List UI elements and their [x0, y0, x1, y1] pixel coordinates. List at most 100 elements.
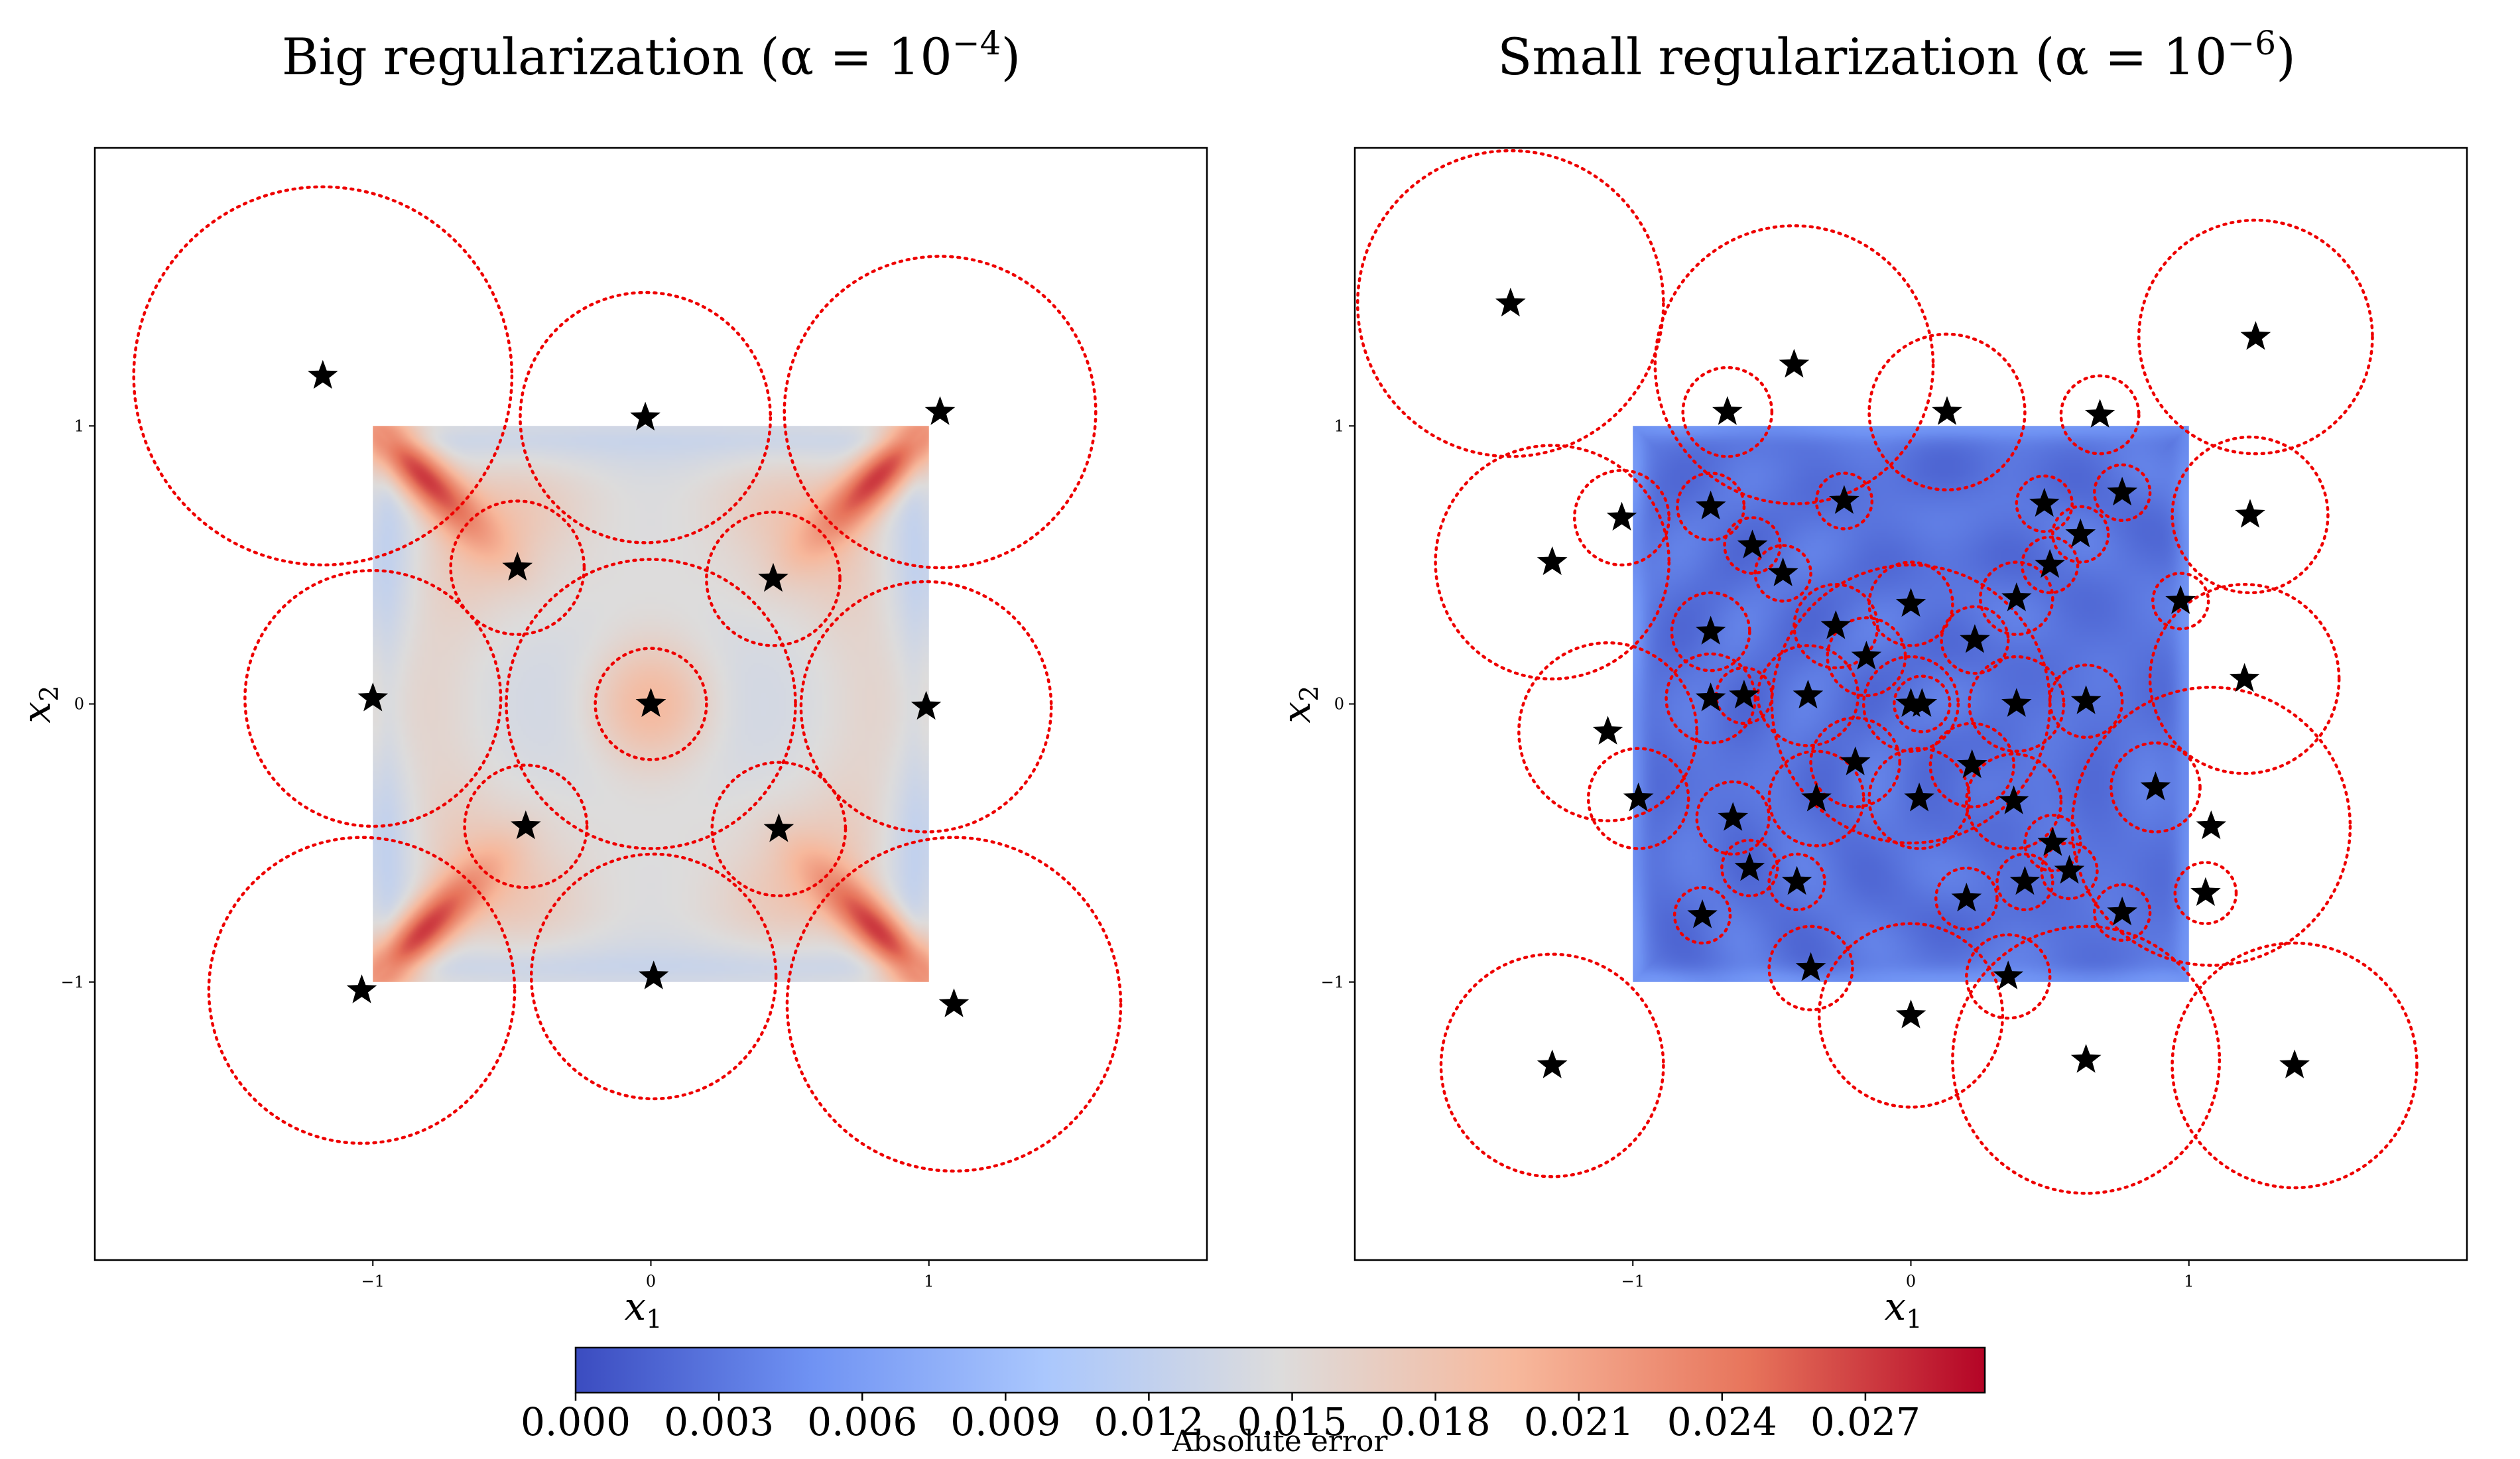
rbf-support-circle: [1434, 444, 1671, 681]
center-star-marker: [1687, 899, 1718, 928]
y-tick-label: 0: [74, 695, 84, 714]
y-tick-label: 0: [1334, 695, 1344, 714]
rbf-support-circle: [207, 836, 517, 1145]
rbf-support-circle: [243, 569, 503, 828]
center-star-marker: [1998, 785, 2029, 814]
center-star-marker: [1623, 783, 1654, 812]
colorbar: 0.000 0.003 0.006 0.009 0.012 0.015 0.018 0.021…: [521, 1346, 1986, 1458]
right-center-markers: [1495, 287, 2310, 1078]
right-ylabel: x2: [1274, 686, 1324, 724]
rbf-support-circle: [1756, 644, 1860, 747]
center-star-marker: [1904, 783, 1934, 812]
rbf-support-circle: [1893, 674, 1952, 733]
center-star-marker: [1956, 749, 1987, 779]
colorbar-ticks: 0.000 0.003 0.006 0.009 0.012 0.015 0.018 0.021…: [521, 1393, 1921, 1444]
rbf-support-circle: [2051, 505, 2110, 564]
colorbar-tick-label: 0.009: [950, 1399, 1060, 1444]
rbf-support-circle: [1867, 332, 2027, 491]
rbf-support-circle: [2040, 841, 2099, 901]
x-tick-label: −1: [1621, 1272, 1645, 1291]
center-star-marker: [2054, 855, 2085, 884]
center-star-marker: [2001, 582, 2032, 611]
rbf-support-circle: [1770, 563, 2052, 845]
x-tick-label: 1: [924, 1272, 934, 1291]
right-ticks: −1 0 1 −1 0 1: [1321, 416, 2194, 1291]
rbf-support-circle: [1681, 365, 1774, 458]
rbf-support-circle: [1355, 149, 1665, 458]
center-star-marker: [938, 988, 970, 1017]
center-star-marker: [2190, 877, 2221, 906]
center-star-marker: [2229, 663, 2260, 692]
colorbar-tick-label: 0.015: [1237, 1399, 1347, 1444]
colorbar-gradient: [574, 1346, 1986, 1394]
colorbar-tick-label: 0.027: [1810, 1399, 1921, 1444]
rbf-support-circle: [1572, 469, 1671, 567]
colorbar-tick-label: 0.003: [664, 1399, 774, 1444]
rbf-support-circle: [1867, 747, 1971, 850]
center-star-marker: [1495, 287, 1526, 317]
rbf-support-circle: [2070, 686, 2352, 967]
center-star-marker: [2037, 827, 2068, 856]
colorbar-label: Absolute error: [1172, 1425, 1389, 1458]
center-star-marker: [1537, 546, 1568, 576]
center-star-marker: [1895, 688, 1926, 717]
center-star-marker: [1801, 783, 1832, 812]
rbf-support-circle: [463, 763, 589, 889]
rbf-support-circle: [1951, 924, 2222, 1195]
rbf-support-circle: [1695, 780, 1771, 856]
x-tick-label: 0: [646, 1272, 656, 1291]
rbf-support-circle: [1672, 885, 1732, 945]
center-star-marker: [1820, 610, 1852, 639]
right-rbf-circles: [1355, 149, 2419, 1195]
center-star-marker: [1779, 349, 1810, 378]
center-star-marker: [924, 396, 956, 425]
center-star-marker: [1695, 682, 1726, 712]
rbf-support-circle: [2023, 813, 2082, 873]
rbf-support-circle: [2171, 435, 2330, 595]
left-center-markers: [308, 359, 970, 1017]
center-star-marker: [758, 562, 788, 592]
right-xlabel: x1: [1885, 1284, 1922, 1334]
center-star-marker: [2029, 487, 2060, 517]
center-star-marker: [1537, 1049, 1568, 1078]
center-star-marker: [2065, 518, 2096, 548]
rbf-support-circle: [1665, 652, 1757, 745]
center-star-marker: [1993, 960, 2024, 989]
rbf-support-circle: [2092, 883, 2152, 942]
center-star-marker: [1695, 490, 1726, 520]
rbf-support-circle: [1439, 952, 1665, 1178]
center-star-marker: [1960, 624, 1990, 653]
rbf-support-circle: [783, 255, 1098, 570]
colorbar-tick-label: 0.000: [521, 1399, 631, 1444]
rbf-support-circle: [505, 558, 797, 850]
rbf-support-circle: [1753, 544, 1812, 603]
rbf-support-circle: [594, 647, 708, 761]
rbf-support-circle: [1826, 616, 1907, 698]
rbf-support-circle: [2137, 218, 2374, 456]
rbf-support-circle: [132, 185, 514, 567]
rbf-support-circle: [1653, 224, 1935, 505]
center-star-marker: [2240, 321, 2271, 350]
center-star-marker: [2140, 771, 2171, 800]
rbf-support-circle: [2171, 941, 2419, 1190]
x-tick-label: 0: [1906, 1272, 1916, 1291]
center-star-marker: [1851, 641, 1882, 670]
center-star-marker: [1932, 396, 1962, 425]
rbf-support-circle: [2020, 535, 2080, 595]
center-star-marker: [2070, 1044, 2102, 1073]
rbf-support-circle: [1767, 924, 1854, 1011]
rbf-support-circle: [2173, 861, 2238, 925]
center-star-marker: [2107, 476, 2137, 506]
rbf-support-circle: [1817, 922, 2005, 1109]
x-tick-label: −1: [361, 1272, 385, 1291]
center-star-marker: [638, 960, 669, 989]
x-tick-label: 1: [2184, 1272, 2194, 1291]
center-star-marker: [2009, 865, 2041, 895]
y-tick-label: 1: [74, 416, 84, 435]
center-star-marker: [1793, 679, 1824, 709]
center-star-marker: [1907, 688, 1938, 717]
rbf-support-circle: [710, 761, 848, 898]
colorbar-tick-label: 0.012: [1094, 1399, 1204, 1444]
center-star-marker: [511, 810, 541, 840]
rbf-support-circle: [785, 836, 1123, 1173]
